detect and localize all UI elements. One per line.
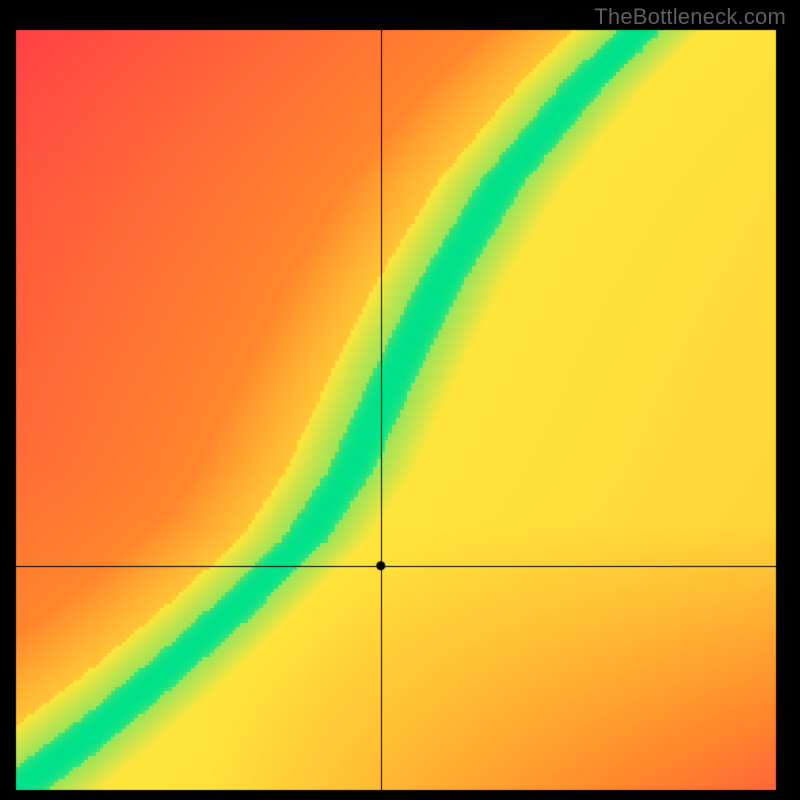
bottleneck-chart-container: { "watermark": { "text": "TheBottleneck.… <box>0 0 800 800</box>
watermark-text: TheBottleneck.com <box>594 4 786 30</box>
bottleneck-heatmap <box>0 0 800 800</box>
